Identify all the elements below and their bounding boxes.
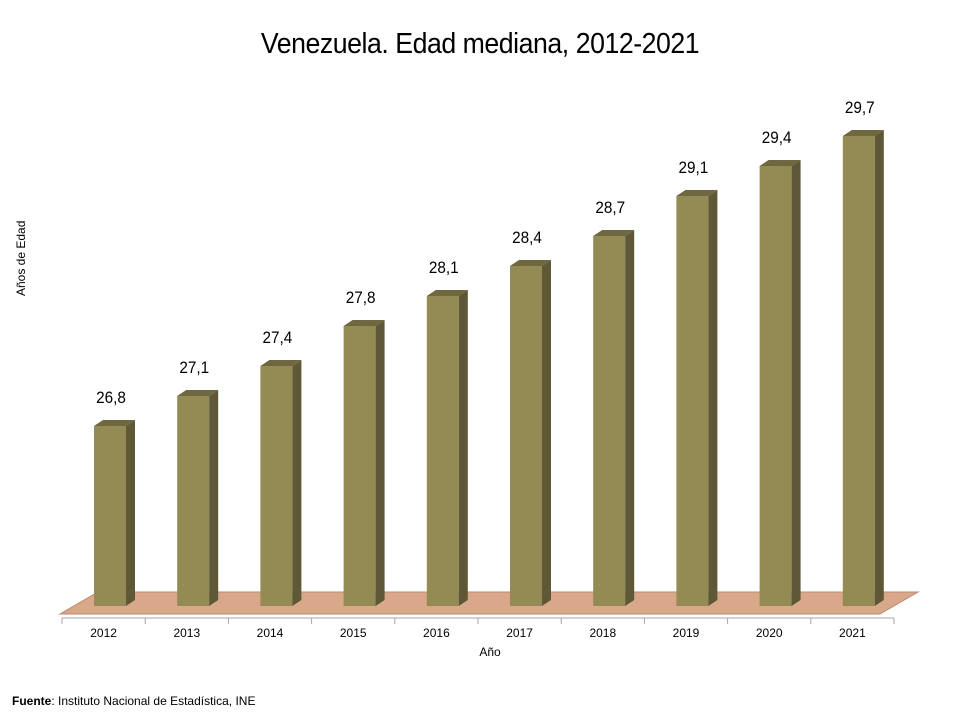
bar-side-face	[874, 130, 884, 606]
bar	[260, 360, 302, 606]
bar-side-face	[625, 230, 635, 606]
bar-front-face	[343, 326, 376, 606]
bar-front-face	[842, 136, 875, 606]
bar-top-face	[260, 360, 302, 366]
bar-top-face	[676, 190, 718, 196]
x-axis-label: Año	[479, 645, 501, 659]
x-tick-label: 2018	[589, 626, 616, 640]
bar-side-face	[458, 290, 468, 606]
value-labels-group: 26,8 27,1 27,4 27,8 28,1 28,4 28,7 29,1 29,4 29,7	[96, 98, 875, 407]
bar-side-face	[126, 420, 135, 606]
bar-front-face	[676, 196, 709, 606]
bar	[676, 190, 718, 606]
bar	[842, 130, 884, 606]
bar	[343, 320, 385, 606]
x-tick-label: 2015	[340, 626, 367, 640]
bar-side-face	[542, 260, 551, 606]
y-axis-label: Años de Edad	[14, 220, 28, 296]
bar-value-label: 28,4	[512, 228, 542, 247]
bar-value-label: 27,1	[179, 358, 209, 377]
source-note: Fuente: Instituto Nacional de Estadístic…	[12, 694, 255, 708]
bar-top-face	[94, 420, 135, 426]
bar-value-label: 28,7	[595, 198, 625, 217]
bars-group	[94, 130, 884, 606]
bar-value-label: 29,4	[762, 128, 792, 147]
bar-top-face	[842, 130, 884, 136]
x-tick-label: 2020	[756, 626, 783, 640]
bar-top-face	[426, 290, 468, 296]
bar-front-face	[510, 266, 542, 606]
x-axis-group: 2012 2013 2014 2015 2016 2017 2018 2019 2020 2021	[61, 617, 895, 640]
bar	[759, 160, 801, 606]
x-tick-label: 2013	[173, 626, 200, 640]
bar	[593, 230, 635, 606]
bar	[510, 260, 551, 606]
x-tick-label: 2014	[257, 626, 284, 640]
bar-side-face	[375, 320, 385, 606]
bar-top-face	[510, 260, 551, 266]
x-tick-label: 2021	[839, 626, 866, 640]
bar-front-face	[426, 296, 459, 606]
x-tick-label: 2012	[90, 626, 117, 640]
x-tick-label: 2016	[423, 626, 450, 640]
bar-value-label: 29,1	[679, 158, 709, 177]
bar-top-face	[177, 390, 219, 396]
bar-value-label: 26,8	[96, 388, 126, 407]
source-text: : Instituto Nacional de Estadística, INE	[51, 694, 256, 708]
bar-side-face	[292, 360, 302, 606]
bar	[177, 390, 219, 606]
bar-value-label: 29,7	[845, 98, 875, 117]
bar-top-face	[343, 320, 385, 326]
source-label: Fuente	[12, 694, 52, 708]
bar-top-face	[593, 230, 635, 236]
chart-title: Venezuela. Edad mediana, 2012-2021	[260, 28, 700, 60]
bar-front-face	[759, 166, 792, 606]
bar	[426, 290, 468, 606]
bar	[94, 420, 135, 606]
bar-front-face	[260, 366, 293, 606]
bar-front-face	[177, 396, 210, 606]
bar-value-label: 27,4	[263, 328, 293, 347]
bar-top-face	[759, 160, 801, 166]
x-tick-label: 2017	[506, 626, 533, 640]
bar-front-face	[94, 426, 126, 606]
x-tick-label: 2019	[673, 626, 700, 640]
bar-value-label: 27,8	[346, 288, 376, 307]
bar-side-face	[791, 160, 801, 606]
bar-side-face	[209, 390, 219, 606]
bar-front-face	[593, 236, 626, 606]
bar-value-label: 28,1	[429, 258, 459, 277]
bar-side-face	[708, 190, 718, 606]
